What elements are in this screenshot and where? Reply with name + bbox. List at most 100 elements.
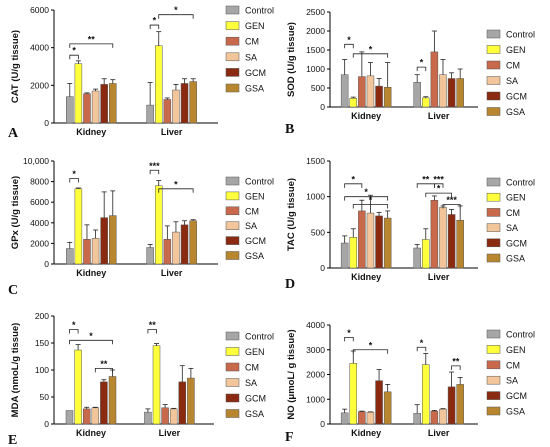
bar xyxy=(74,63,83,124)
significance-label: * xyxy=(364,187,368,197)
legend-label: GSA xyxy=(245,409,264,419)
significance-bracket xyxy=(433,183,444,188)
bar xyxy=(187,377,195,425)
bar xyxy=(109,215,117,265)
legend-label: GSA xyxy=(506,254,525,264)
legend-swatch xyxy=(225,5,240,15)
legend-swatch xyxy=(486,91,501,101)
panel-letter: E xyxy=(8,433,17,447)
bar xyxy=(383,217,392,269)
legend-label: SA xyxy=(245,221,257,231)
significance-bracket xyxy=(442,204,461,209)
y-tick-label: 2000 xyxy=(306,370,325,380)
bar xyxy=(163,239,172,265)
bar xyxy=(439,74,447,108)
significance-bracket xyxy=(69,339,113,345)
legend-label: GSA xyxy=(506,107,525,117)
legend-label: CM xyxy=(245,37,259,47)
bar xyxy=(340,74,349,108)
legend-label: GSA xyxy=(245,84,264,94)
significance-bracket xyxy=(344,336,354,342)
legend: Control GEN CM SA GCM GSA xyxy=(486,30,535,117)
significance-label: * xyxy=(347,35,351,45)
y-tick-label: 6000 xyxy=(30,197,49,207)
significance-label: *** xyxy=(149,161,160,171)
bar xyxy=(349,363,358,425)
x-category-label: Liver xyxy=(159,428,181,438)
x-category-label: Kidney xyxy=(351,111,381,121)
bar xyxy=(66,96,74,124)
y-tick-label: 1500 xyxy=(306,45,325,55)
legend-swatch xyxy=(486,391,501,400)
legend-swatch xyxy=(225,176,240,186)
y-axis-title: MDA (nmoL/g tissue) xyxy=(10,323,21,418)
y-axis-title: CAT (U/g tissue) xyxy=(10,30,21,103)
significance-bracket xyxy=(451,365,461,370)
legend: Control GEN CM SA GCM GSA xyxy=(486,330,535,417)
legend-label: CM xyxy=(506,360,520,370)
legend-label: CM xyxy=(506,208,520,218)
x-category-label: Kidney xyxy=(351,428,381,438)
x-category-label: Kidney xyxy=(351,272,381,282)
y-tick-label: 0 xyxy=(320,419,325,429)
legend-label: GEN xyxy=(245,191,265,201)
panel-letter: B xyxy=(285,122,294,137)
significance-bracket xyxy=(344,43,354,49)
bar xyxy=(358,210,366,269)
legend-label: GCM xyxy=(245,68,266,78)
bar xyxy=(358,76,366,108)
x-category-label: Liver xyxy=(161,268,183,278)
legend-swatch xyxy=(486,177,501,187)
significance-label: * xyxy=(347,328,351,338)
panel-letter: F xyxy=(285,430,294,445)
legend-label: GCM xyxy=(506,92,527,102)
bar xyxy=(189,81,197,124)
legend-label: GSA xyxy=(506,407,525,417)
bar xyxy=(161,407,169,425)
bar xyxy=(439,408,447,425)
legend-label: GEN xyxy=(506,345,526,355)
legend-swatch xyxy=(225,83,240,93)
legend-swatch xyxy=(225,331,240,341)
legend-label: GCM xyxy=(245,394,266,404)
legend: Control GEN CM SA GCM GSA xyxy=(225,331,274,419)
legend-label: CM xyxy=(506,61,520,71)
significance-bracket xyxy=(94,367,113,373)
legend-label: Control xyxy=(245,332,274,342)
bar xyxy=(108,376,117,425)
legend-label: SA xyxy=(245,52,257,62)
y-tick-label: 2000 xyxy=(30,80,49,90)
x-category-label: Liver xyxy=(428,428,450,438)
x-category-label: Liver xyxy=(428,111,450,121)
legend-label: GSA xyxy=(245,251,264,261)
significance-bracket xyxy=(69,54,79,60)
legend: Control GEN CM SA GCM GSA xyxy=(225,176,274,261)
panel-letter: C xyxy=(8,283,18,298)
significance-label: * xyxy=(153,16,157,26)
significance-label: ** xyxy=(149,320,157,330)
legend-swatch xyxy=(225,378,240,387)
y-tick-label: 4000 xyxy=(306,320,325,330)
x-category-label: Kidney xyxy=(76,127,106,137)
bar xyxy=(422,364,430,425)
bar xyxy=(172,89,180,124)
y-tick-label: 4000 xyxy=(30,43,49,53)
bar xyxy=(154,45,163,124)
bar xyxy=(154,185,163,265)
significance-bracket xyxy=(158,14,194,19)
legend-swatch xyxy=(225,52,240,62)
y-axis-title: GPx (U/g tissue) xyxy=(10,176,21,249)
significance-bracket xyxy=(344,183,363,188)
y-tick-label: 1000 xyxy=(306,394,325,404)
bar xyxy=(447,386,456,425)
legend: Control GEN CM SA GCM GSA xyxy=(486,177,535,264)
y-tick-label: 4000 xyxy=(30,218,49,228)
significance-label: * xyxy=(174,179,178,189)
significance-bracket xyxy=(344,196,389,201)
bar xyxy=(146,104,154,124)
legend-label: GCM xyxy=(245,236,266,246)
bar xyxy=(340,412,349,425)
bar xyxy=(430,51,439,108)
legend-swatch xyxy=(225,221,240,230)
bar xyxy=(375,85,383,108)
